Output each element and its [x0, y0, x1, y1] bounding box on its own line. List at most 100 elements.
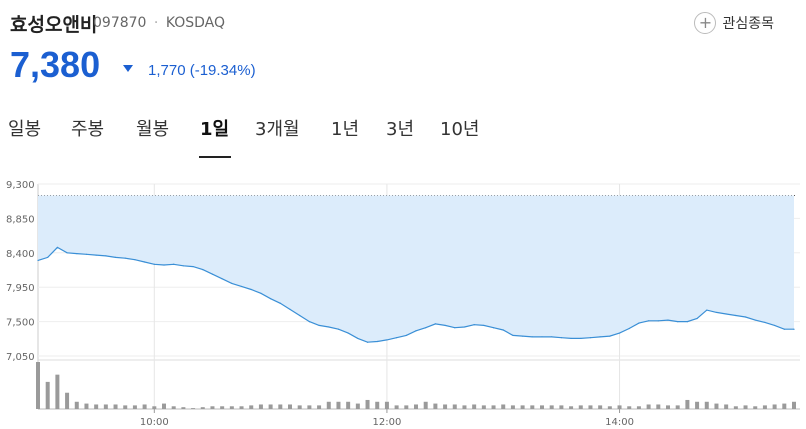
price-point	[76, 252, 78, 255]
volume-bar	[297, 405, 302, 409]
tab-10year[interactable]: 10년	[440, 119, 480, 140]
price-point	[221, 278, 223, 280]
price-point	[570, 337, 572, 340]
volume-bar	[317, 405, 322, 409]
price-point	[667, 319, 669, 321]
price-point	[250, 288, 252, 291]
plus-icon: +	[694, 12, 717, 34]
volume-bars	[36, 362, 796, 409]
volume-bar	[772, 404, 777, 409]
price-point	[774, 324, 776, 327]
price-point	[337, 328, 340, 330]
volume-bar	[278, 404, 283, 409]
tab-1year[interactable]: 1년	[331, 119, 360, 140]
price-point	[754, 319, 756, 321]
price-point	[744, 316, 747, 318]
volume-bar	[569, 406, 574, 409]
price-point	[618, 332, 621, 334]
price-point	[764, 321, 766, 323]
volume-bar	[510, 405, 515, 409]
price-point	[463, 326, 466, 328]
price-point	[386, 339, 388, 341]
price-point	[202, 269, 204, 271]
volume-bar	[162, 403, 166, 409]
price-point	[502, 329, 504, 331]
volume-bar	[394, 405, 399, 409]
price-area	[37, 194, 796, 343]
price-point	[638, 322, 640, 324]
volume-bar	[559, 405, 564, 409]
price-point	[589, 337, 592, 339]
volume-bar	[598, 405, 603, 409]
tab-3year[interactable]: 3년	[386, 119, 415, 140]
volume-bar	[103, 404, 108, 409]
stock-header: 효성오앤비 097870 · KOSDAQ + 관심종목	[10, 10, 800, 40]
stock-code: 097870	[93, 15, 147, 31]
price-row: 7,380 1,770 (-19.34%)	[10, 44, 510, 88]
price-point	[318, 324, 320, 327]
price-point	[163, 264, 165, 266]
volume-bar	[384, 401, 389, 409]
volume-bar	[404, 405, 409, 409]
volume-bar	[142, 404, 147, 409]
tab-daily[interactable]: 일봉	[8, 119, 42, 140]
market-name: KOSDAQ	[165, 15, 226, 31]
price-point	[85, 253, 88, 255]
volume-bar	[307, 405, 312, 409]
price-point	[357, 337, 359, 340]
price-point	[473, 324, 475, 326]
tab-3month[interactable]: 3개월	[255, 119, 300, 140]
volume-bar	[675, 405, 680, 409]
price-point	[706, 309, 708, 311]
price-point	[531, 336, 533, 338]
volume-bar	[695, 401, 700, 409]
volume-bar	[540, 405, 544, 409]
volume-bar	[704, 401, 709, 409]
price-point	[686, 321, 688, 323]
volume-bar	[258, 404, 263, 409]
x-tick-label: 14:00	[605, 417, 634, 428]
volume-bar	[123, 405, 128, 409]
tab-1day[interactable]: 1일	[200, 119, 230, 140]
y-tick-label: 8,850	[6, 214, 35, 225]
volume-bar	[588, 405, 593, 409]
price-point	[715, 311, 718, 314]
volume-bar	[365, 399, 370, 409]
volume-bar	[132, 405, 137, 409]
price-point	[231, 282, 233, 284]
price-point	[37, 259, 39, 262]
volume-bar	[210, 406, 215, 409]
volume-bar	[74, 401, 79, 409]
price-point	[405, 334, 407, 336]
y-tick-label: 7,050	[6, 352, 35, 363]
price-point	[260, 292, 262, 294]
y-tick-label: 9,300	[6, 180, 35, 191]
price-point	[628, 327, 630, 330]
active-tab-underline	[199, 156, 231, 158]
volume-bar	[724, 404, 729, 409]
volume-bar	[743, 405, 748, 409]
change-percent: (-19.34%)	[189, 62, 256, 79]
price-point	[124, 257, 126, 259]
price-point	[366, 341, 369, 343]
price-point	[415, 330, 417, 332]
tab-weekly[interactable]: 주봉	[71, 119, 105, 140]
add-favorite-button[interactable]: + 관심종목	[694, 12, 774, 34]
price-point	[56, 246, 58, 249]
price-point	[725, 313, 727, 315]
volume-bar	[36, 362, 40, 409]
volume-bar	[65, 392, 70, 409]
price-point	[192, 265, 194, 268]
tab-monthly[interactable]: 월봉	[136, 119, 170, 140]
volume-bar	[481, 405, 486, 409]
current-price: 7,380	[10, 44, 101, 85]
volume-bar	[55, 374, 60, 409]
price-point	[289, 308, 291, 310]
price-point	[396, 337, 398, 339]
period-tabs: 일봉 주봉 월봉 1일 3개월 1년 3년 10년	[0, 110, 806, 160]
volume-bar	[782, 403, 787, 409]
price-point	[47, 256, 49, 258]
volume-bar	[191, 408, 196, 409]
price-point	[560, 337, 562, 339]
